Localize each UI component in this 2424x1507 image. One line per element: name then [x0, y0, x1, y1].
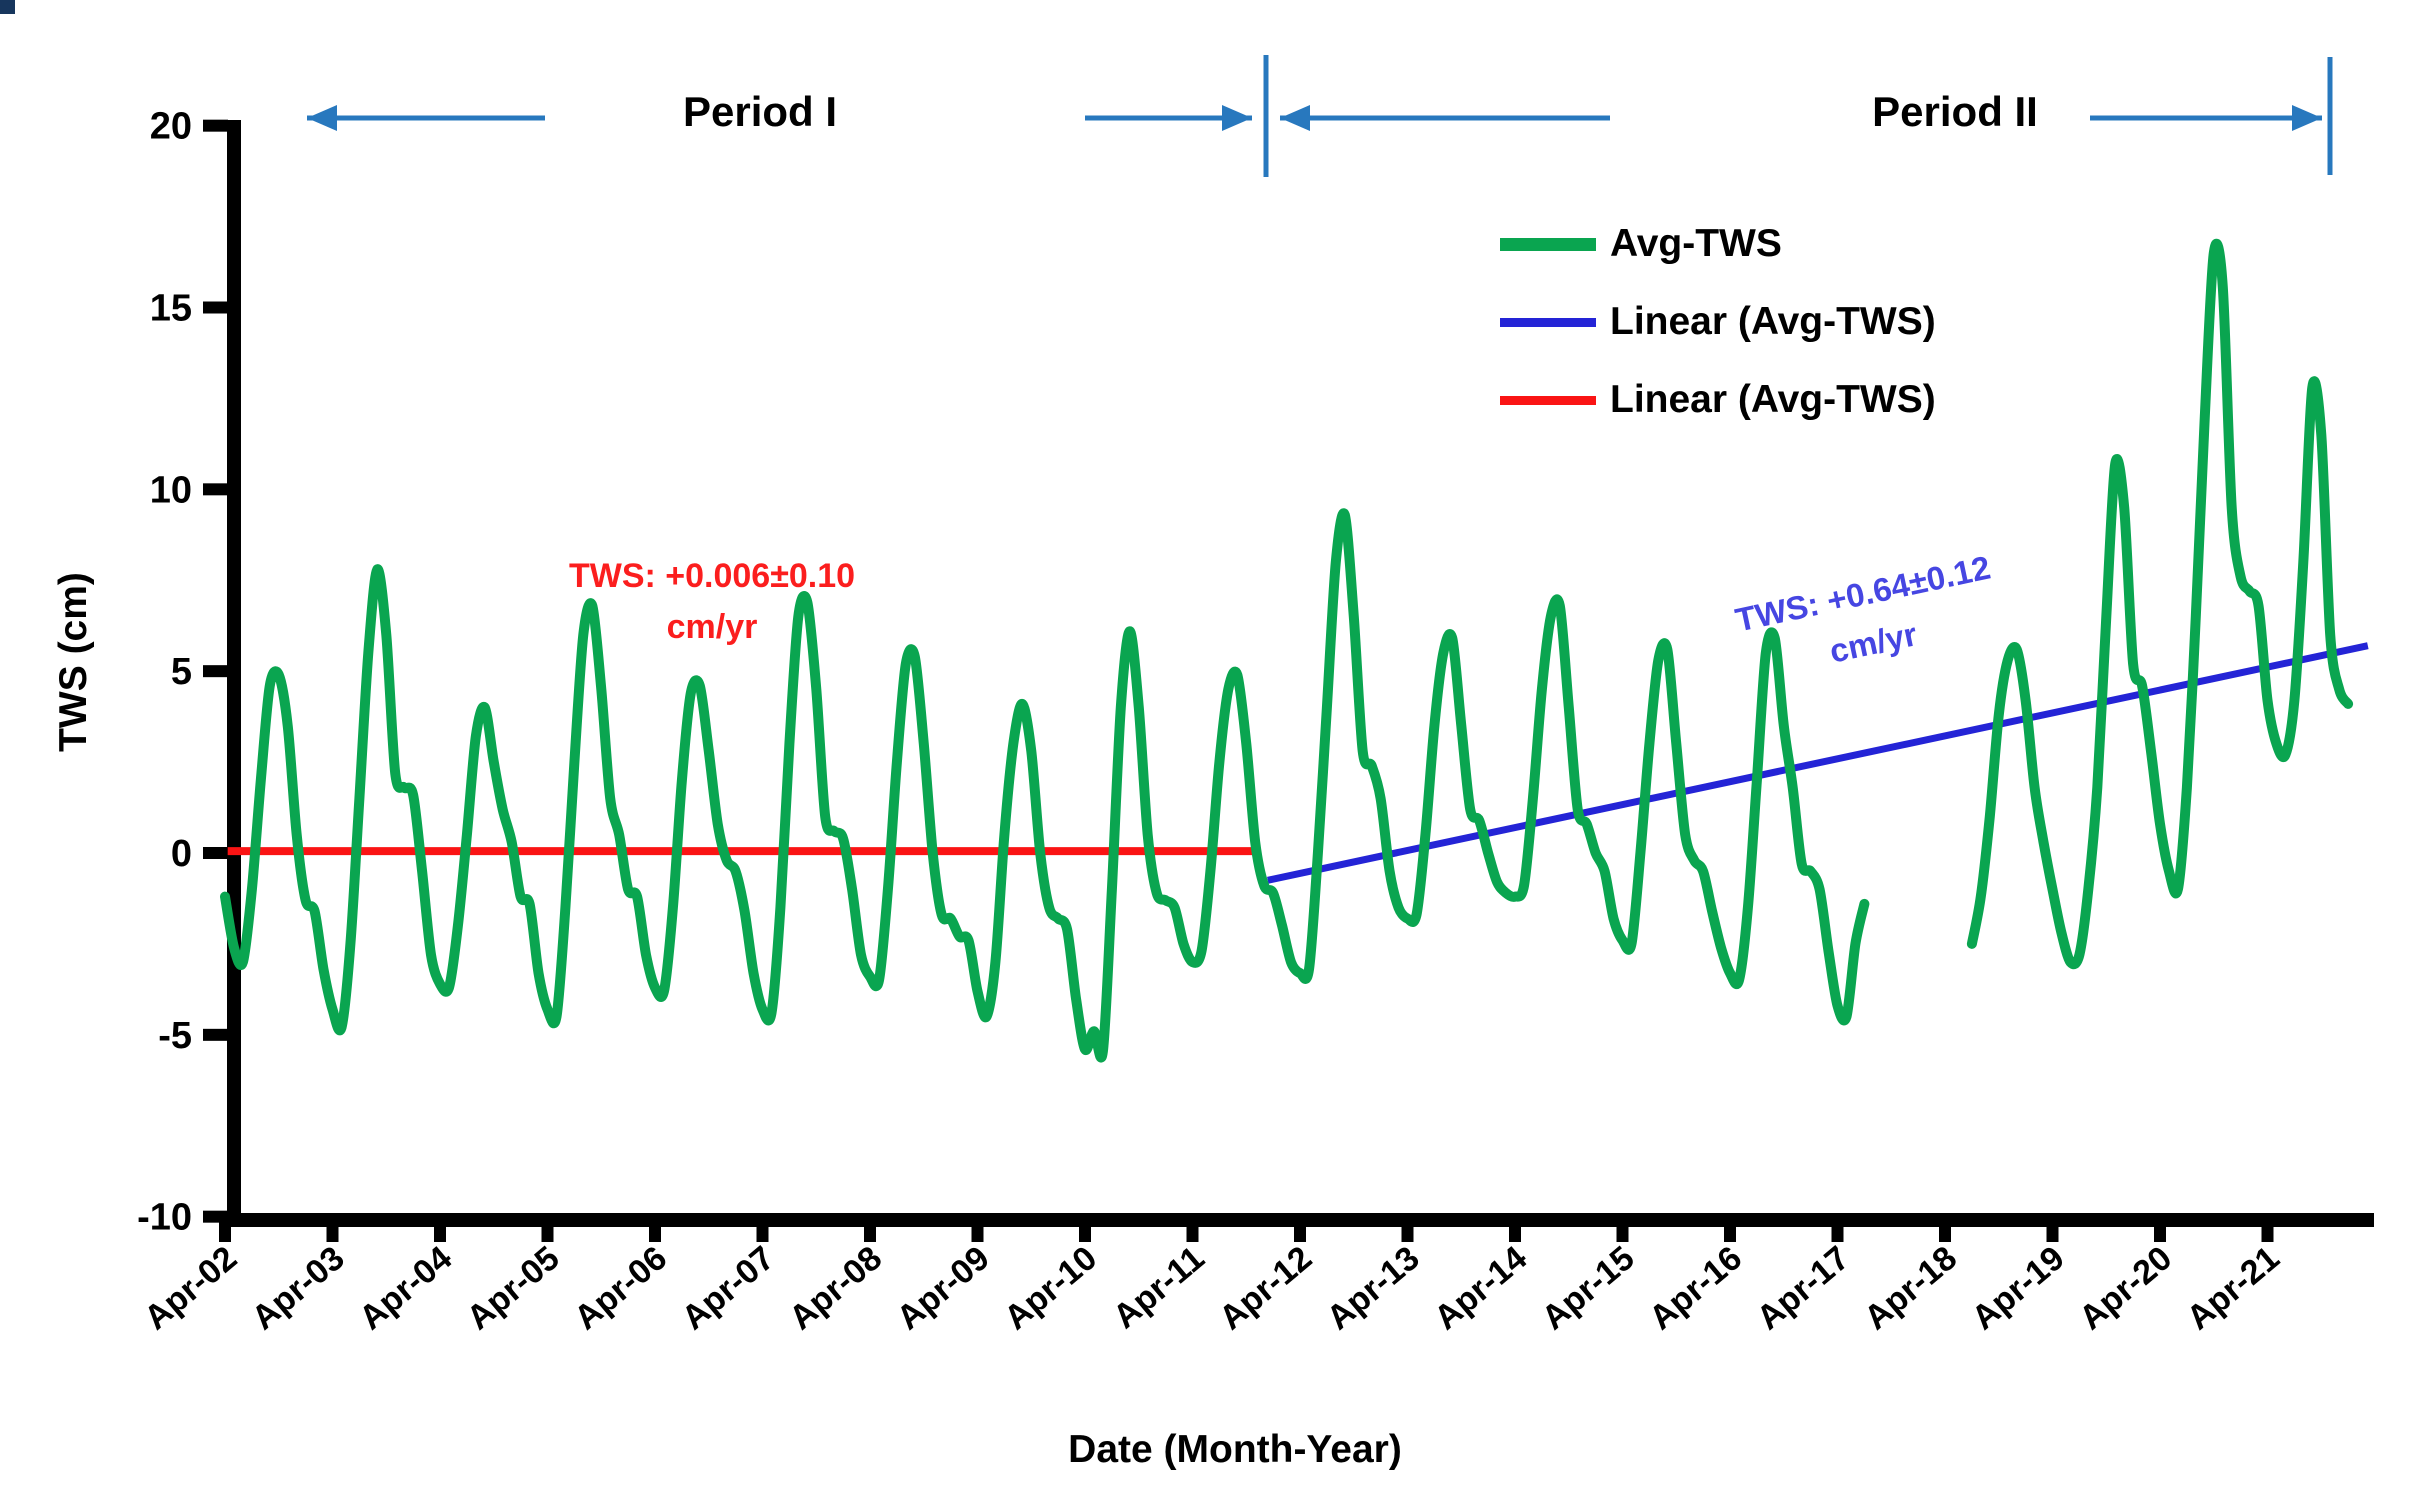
x-tick: [1401, 1216, 1414, 1242]
x-tick-label: Apr-04: [352, 1239, 459, 1337]
legend-swatch-green-line: [1500, 237, 1596, 251]
x-tick: [649, 1216, 661, 1242]
period-1-trend-line2: cm/yr: [666, 608, 758, 646]
x-tick-label: Apr-09: [890, 1239, 997, 1337]
x-tick: [756, 1216, 769, 1242]
period-arrow-head: [1280, 105, 1310, 131]
period-1-label: Period I: [682, 88, 838, 135]
x-tick: [864, 1216, 876, 1242]
x-tick-label: Apr-14: [1427, 1239, 1534, 1337]
y-tick: [203, 1028, 228, 1041]
x-tick: [971, 1216, 984, 1242]
x-tick-label: Apr-05: [460, 1239, 567, 1337]
x-tick-label: Apr-12: [1212, 1239, 1319, 1337]
x-tick-label: Apr-07: [675, 1239, 782, 1337]
x-tick: [541, 1216, 554, 1242]
y-tick-label: 5: [171, 651, 192, 693]
y-axis-line: [227, 120, 241, 1227]
y-tick: [203, 483, 228, 496]
avg-tws-curve-segment-2: [1966, 238, 2354, 970]
period-arrow-head: [2292, 105, 2322, 131]
x-tick-label: Apr-06: [567, 1239, 674, 1337]
y-tick: [203, 301, 228, 314]
x-tick-label: Apr-15: [1535, 1239, 1642, 1337]
x-tick-label: Apr-21: [2180, 1239, 2287, 1337]
x-tick-label: Apr-16: [1642, 1239, 1749, 1337]
y-tick: [203, 847, 228, 859]
x-tick-label: Apr-13: [1320, 1239, 1427, 1337]
x-tick-label: Apr-10: [997, 1239, 1104, 1337]
x-tick-label: Apr-02: [137, 1239, 244, 1337]
y-tick-label: 20: [150, 106, 192, 148]
period-2-label: Period II: [1872, 88, 2038, 135]
y-tick-label: 10: [150, 469, 192, 511]
trend-line-period-2: [1267, 642, 2369, 884]
x-tick-label: Apr-03: [245, 1239, 352, 1337]
x-tick-label: Apr-19: [1965, 1239, 2072, 1337]
x-tick: [1831, 1216, 1844, 1242]
y-axis-title: TWS (cm): [52, 572, 95, 752]
x-tick: [326, 1216, 339, 1242]
x-axis-title: Date (Month-Year): [1068, 1428, 1402, 1471]
legend-label: Avg-TWS: [1610, 222, 1782, 265]
period-1-trend-line1: TWS: +0.006±0.10: [568, 557, 856, 595]
x-tick-label: Apr-18: [1857, 1239, 1964, 1337]
avg-tws-curve-segment-1: [220, 508, 1870, 1063]
screenshot-corner-artifact: [0, 0, 15, 14]
x-tick-label: Apr-17: [1750, 1239, 1857, 1337]
legend-swatch-red-line: [1500, 395, 1596, 405]
x-tick-label: Apr-08: [782, 1239, 889, 1337]
x-tick: [1186, 1216, 1199, 1242]
x-tick: [2046, 1216, 2059, 1242]
period-arrow-head: [307, 105, 337, 131]
y-tick-label: -5: [158, 1015, 192, 1057]
legend-row-linear-blue: Linear (Avg-TWS): [1500, 283, 1936, 361]
y-tick: [203, 119, 228, 132]
x-tick: [1079, 1216, 1091, 1242]
legend-row-avg-tws: Avg-TWS: [1500, 205, 1936, 283]
x-tick: [1724, 1216, 1736, 1242]
x-tick-label: Apr-20: [2072, 1239, 2179, 1337]
x-tick-label: Apr-11: [1106, 1239, 1211, 1336]
x-tick: [1939, 1216, 1951, 1242]
x-tick: [1294, 1216, 1306, 1242]
legend-row-linear-red: Linear (Avg-TWS): [1500, 361, 1936, 439]
x-tick: [1509, 1216, 1521, 1242]
y-tick-label: 0: [171, 833, 192, 875]
period-arrow-head: [1222, 105, 1252, 131]
period-1-trend-annotation: TWS: +0.006±0.10 cm/yr: [569, 551, 855, 653]
legend-swatch-blue-line: [1500, 317, 1596, 327]
legend-label: Linear (Avg-TWS): [1610, 300, 1936, 343]
x-tick: [2154, 1216, 2166, 1242]
x-tick: [2261, 1216, 2274, 1242]
y-tick: [203, 665, 228, 678]
x-tick: [1616, 1216, 1629, 1242]
y-tick-label: 15: [150, 287, 192, 329]
x-tick: [219, 1216, 231, 1242]
legend: Avg-TWS Linear (Avg-TWS) Linear (Avg-TWS…: [1500, 205, 1936, 439]
y-tick-label: -10: [137, 1197, 192, 1239]
x-tick: [434, 1216, 446, 1242]
legend-label: Linear (Avg-TWS): [1610, 378, 1936, 421]
